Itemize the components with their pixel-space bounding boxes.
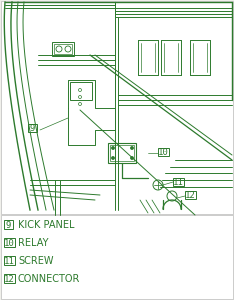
Text: CONNECTOR: CONNECTOR <box>18 274 80 284</box>
Text: 9: 9 <box>30 124 35 133</box>
Bar <box>158 148 169 156</box>
Text: RELAY: RELAY <box>18 238 48 248</box>
Bar <box>54 44 72 54</box>
Text: 12: 12 <box>4 274 15 284</box>
Bar <box>108 143 136 163</box>
Circle shape <box>131 157 133 159</box>
Text: 10: 10 <box>158 148 169 157</box>
Text: SCREW: SCREW <box>18 256 54 266</box>
Bar <box>28 124 37 132</box>
Bar <box>4 274 15 283</box>
Text: 9: 9 <box>6 220 11 230</box>
Bar <box>4 238 15 247</box>
Bar <box>173 178 184 186</box>
Text: 11: 11 <box>173 178 184 187</box>
Bar <box>1 1 233 214</box>
Circle shape <box>112 157 114 159</box>
Bar <box>185 191 196 199</box>
Text: 11: 11 <box>4 256 15 266</box>
Text: 12: 12 <box>185 191 196 200</box>
Text: 10: 10 <box>4 238 15 247</box>
Text: KICK PANEL: KICK PANEL <box>18 220 74 230</box>
Bar <box>52 42 74 56</box>
Bar <box>110 145 134 161</box>
Bar <box>70 82 92 100</box>
Circle shape <box>131 147 133 149</box>
Circle shape <box>112 147 114 149</box>
Bar <box>4 220 13 229</box>
Bar <box>4 256 15 265</box>
Bar <box>1 215 233 299</box>
